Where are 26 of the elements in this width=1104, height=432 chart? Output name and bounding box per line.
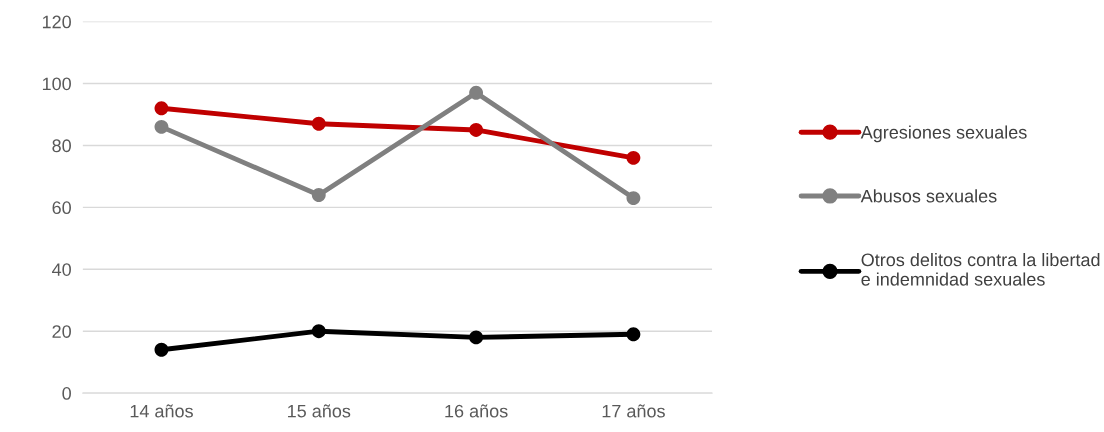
y-tick-label: 100 [42,77,71,91]
x-tick-label: 14 años [130,404,193,418]
x-tick-label: 16 años [445,404,508,418]
point [154,101,169,116]
point [154,342,169,357]
y-tick-label: 20 [52,325,71,338]
legend-label: Agresiones sexuales [860,125,1027,143]
point [311,188,326,202]
point [626,150,641,165]
x-tick-label: 15 años [288,404,351,418]
point [469,330,484,345]
legend-label: Otros delitos contra la libertad e indemnidad sexuales [861,253,1100,286]
y-tick-label: 120 [42,15,71,29]
point [626,191,641,206]
legend-label: Abusos sexuales [860,189,997,203]
point [469,85,484,100]
y-tick-label: 40 [52,263,71,276]
point [311,116,326,131]
point [311,324,326,339]
y-tick-label: 80 [52,139,71,153]
y-tick-label: 0 [62,387,71,400]
point [626,327,641,342]
y-tick-label: 60 [52,201,71,215]
x-tick-label: 17 años [602,404,665,418]
point [154,119,169,134]
point [469,123,484,137]
